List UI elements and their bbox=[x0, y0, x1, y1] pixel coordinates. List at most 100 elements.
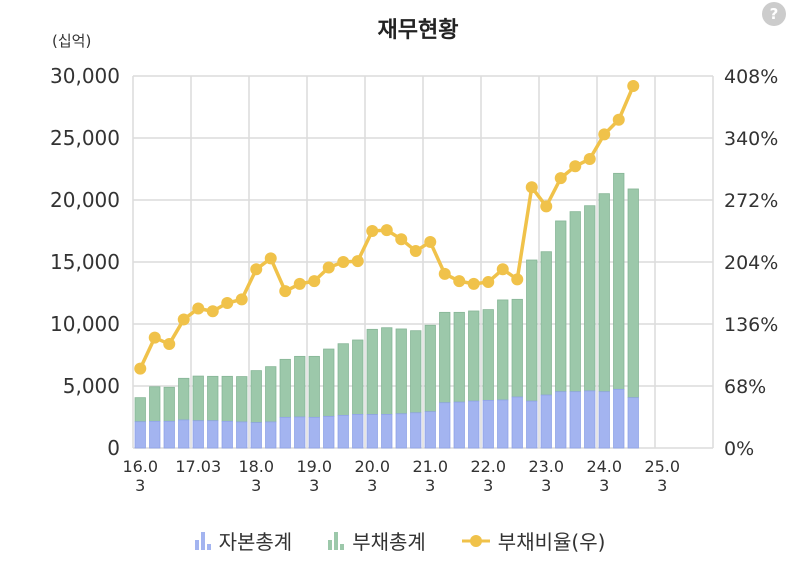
bar-liabilities bbox=[468, 310, 480, 402]
bar-liabilities bbox=[294, 355, 306, 418]
bar-equity bbox=[453, 401, 465, 449]
bar-equity bbox=[366, 414, 378, 449]
bar-liabilities bbox=[511, 298, 523, 398]
x-tick-label: 24.0 3 bbox=[586, 457, 622, 495]
bar-equity bbox=[555, 391, 567, 449]
bar-equity bbox=[468, 400, 480, 449]
bar-equity bbox=[439, 402, 451, 449]
legend-label: 자본총계 bbox=[218, 530, 293, 554]
debt-ratio-point bbox=[366, 225, 379, 237]
debt-ratio-point bbox=[206, 305, 219, 318]
debt-ratio-point bbox=[293, 277, 306, 290]
bar-liabilities bbox=[134, 397, 146, 423]
bar-liabilities bbox=[526, 259, 538, 402]
y-right-tick-label: 408% bbox=[724, 66, 778, 88]
legend: 자본총계 부채총계 부채비율(우) bbox=[0, 526, 800, 555]
bar-equity bbox=[511, 396, 523, 449]
bar-liabilities bbox=[584, 205, 596, 392]
x-tick-label: 20.0 3 bbox=[354, 457, 390, 495]
bar-liabilities bbox=[337, 343, 349, 416]
bar-liabilities bbox=[308, 355, 320, 418]
y-left-tick-label: 30,000 bbox=[50, 64, 120, 88]
bar-equity bbox=[482, 399, 494, 449]
bar-liabilities bbox=[497, 299, 509, 401]
bar-liabilities bbox=[352, 339, 364, 415]
debt-ratio-point bbox=[569, 160, 582, 173]
bar-liabilities bbox=[163, 386, 175, 422]
bar-equity bbox=[163, 420, 175, 449]
bar-liabilities bbox=[613, 172, 625, 390]
bar-liabilities bbox=[540, 251, 552, 396]
help-icon[interactable]: ? bbox=[762, 2, 786, 26]
x-tick-label: 25.0 3 bbox=[644, 457, 680, 495]
bar-liabilities bbox=[453, 311, 465, 403]
debt-ratio-point bbox=[540, 200, 553, 213]
debt-ratio-point bbox=[380, 224, 393, 237]
debt-ratio-point bbox=[453, 275, 466, 288]
bar-equity bbox=[598, 391, 610, 449]
bar-liabilities bbox=[236, 376, 248, 423]
bar-equity bbox=[279, 416, 291, 449]
debt-ratio-point bbox=[337, 256, 350, 268]
debt-ratio-point bbox=[598, 128, 611, 141]
debt-ratio-point bbox=[235, 293, 248, 306]
bar-liabilities bbox=[381, 327, 393, 415]
y-right-tick-label: 136% bbox=[724, 314, 778, 336]
x-tick-label: 23.0 3 bbox=[528, 457, 564, 495]
debt-ratio-point bbox=[322, 261, 335, 274]
debt-ratio-point bbox=[482, 276, 495, 289]
bar-liabilities bbox=[482, 309, 494, 401]
legend-item-equity[interactable]: 자본총계 bbox=[194, 526, 293, 555]
debt-ratio-point bbox=[250, 263, 263, 276]
debt-ratio-point bbox=[264, 252, 277, 265]
bar-chart-icon bbox=[194, 531, 211, 550]
debt-ratio-point bbox=[163, 338, 176, 351]
y-right-tick-label: 204% bbox=[724, 252, 778, 274]
bar-liabilities bbox=[395, 328, 407, 415]
bar-liabilities bbox=[424, 324, 436, 413]
y-right-tick-label: 340% bbox=[724, 128, 778, 150]
debt-ratio-point bbox=[627, 80, 640, 93]
debt-ratio-point bbox=[148, 331, 161, 344]
x-tick-label: 19.0 3 bbox=[296, 457, 332, 495]
bar-liabilities bbox=[439, 311, 451, 404]
bar-liabilities bbox=[410, 330, 422, 414]
bar-equity bbox=[323, 415, 335, 449]
bar-liabilities bbox=[569, 211, 581, 393]
bar-equity bbox=[381, 413, 393, 449]
bar-equity bbox=[410, 412, 422, 449]
legend-label: 부채비율(우) bbox=[497, 530, 606, 554]
bar-equity bbox=[540, 394, 552, 449]
legend-item-debt-ratio[interactable]: 부채비율(우) bbox=[461, 526, 606, 555]
x-tick-label: 16.0 3 bbox=[122, 457, 158, 495]
debt-ratio-point bbox=[612, 113, 625, 126]
debt-ratio-point bbox=[177, 313, 190, 326]
y-left-tick-label: 0 bbox=[107, 436, 120, 460]
bar-liabilities bbox=[178, 377, 190, 421]
debt-ratio-point bbox=[554, 172, 567, 185]
debt-ratio-point bbox=[308, 275, 321, 288]
bar-liabilities bbox=[279, 358, 291, 418]
bar-equity bbox=[178, 419, 190, 449]
y-left-tick-label: 5,000 bbox=[63, 374, 120, 398]
bar-equity bbox=[134, 421, 146, 449]
legend-item-liabilities[interactable]: 부채총계 bbox=[328, 526, 426, 555]
bar-equity bbox=[294, 416, 306, 449]
bar-equity bbox=[395, 413, 407, 449]
bar-liabilities bbox=[149, 386, 161, 422]
bar-liabilities bbox=[265, 366, 277, 423]
line-marker-icon bbox=[461, 534, 490, 547]
bar-equity bbox=[192, 420, 204, 449]
y-left-tick-label: 10,000 bbox=[50, 312, 120, 336]
debt-ratio-point bbox=[351, 255, 364, 268]
x-tick-label: 22.0 3 bbox=[470, 457, 506, 495]
bar-equity bbox=[149, 420, 161, 449]
y-left-tick-label: 25,000 bbox=[50, 126, 120, 150]
debt-ratio-point bbox=[409, 245, 422, 258]
debt-ratio-point bbox=[279, 285, 292, 298]
bar-equity bbox=[250, 422, 262, 449]
debt-ratio-point bbox=[496, 263, 509, 276]
bar-equity bbox=[207, 420, 219, 449]
bar-equity bbox=[569, 391, 581, 449]
